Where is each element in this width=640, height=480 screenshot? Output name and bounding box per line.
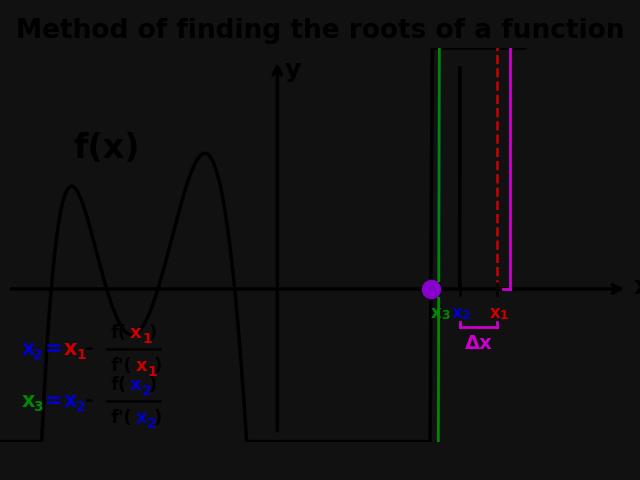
Text: f'(: f'( xyxy=(111,409,132,427)
Text: f(x): f(x) xyxy=(74,132,140,165)
Text: =: = xyxy=(45,339,63,359)
Text: f(: f( xyxy=(111,324,127,342)
Text: 1: 1 xyxy=(142,332,152,346)
Text: ): ) xyxy=(148,324,157,342)
Text: ): ) xyxy=(154,409,162,427)
Text: 3: 3 xyxy=(442,309,451,322)
Text: 2: 2 xyxy=(463,309,471,322)
Text: 1: 1 xyxy=(76,348,86,362)
Text: 2: 2 xyxy=(147,417,157,432)
Text: -: - xyxy=(85,339,94,359)
Text: Δx: Δx xyxy=(465,335,492,353)
Text: Method of finding the roots of a function: Method of finding the roots of a functio… xyxy=(16,18,624,44)
Text: x: x xyxy=(130,324,141,342)
Text: -: - xyxy=(85,391,94,411)
Text: x: x xyxy=(130,376,141,395)
Text: ): ) xyxy=(148,376,157,395)
Text: x: x xyxy=(21,391,35,411)
Text: x: x xyxy=(21,339,35,359)
Text: ): ) xyxy=(154,357,162,375)
Text: x: x xyxy=(490,304,500,322)
Text: 2: 2 xyxy=(76,400,86,414)
Text: x: x xyxy=(634,275,640,299)
Text: 3: 3 xyxy=(33,400,43,414)
Text: 1: 1 xyxy=(147,365,157,379)
Text: x: x xyxy=(64,391,77,411)
Text: f'(: f'( xyxy=(111,357,132,375)
Text: y: y xyxy=(285,58,301,82)
Text: x: x xyxy=(135,409,147,427)
Text: x: x xyxy=(452,304,463,322)
Text: x: x xyxy=(431,304,442,322)
Text: =: = xyxy=(45,391,63,411)
Text: x: x xyxy=(135,357,147,375)
Text: x: x xyxy=(64,339,77,359)
Text: f(: f( xyxy=(111,376,127,395)
Text: 2: 2 xyxy=(33,348,43,362)
Text: 2: 2 xyxy=(142,384,152,398)
Text: 1: 1 xyxy=(500,309,509,322)
